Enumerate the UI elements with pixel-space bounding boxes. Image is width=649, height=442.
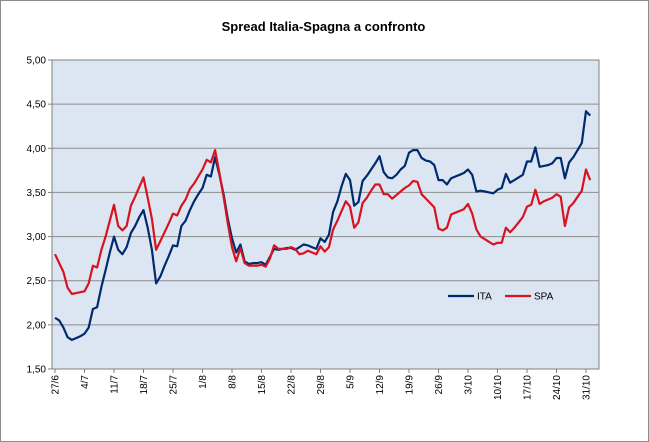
y-tick-label: 5,00	[27, 56, 47, 67]
y-tick-label: 2,00	[27, 320, 47, 331]
x-tick-label: 17/10	[523, 375, 534, 400]
y-tick-label: 4,00	[27, 144, 47, 155]
x-tick-label: 1/8	[198, 375, 209, 389]
chart-title: Spread Italia-Spagna a confronto	[221, 19, 426, 34]
series-line-spa	[54, 149, 592, 296]
x-tick-label: 4/7	[80, 375, 91, 389]
x-tick-label: 18/7	[139, 375, 150, 395]
x-tick-label: 27/6	[51, 375, 62, 395]
x-tick-label: 12/9	[375, 375, 386, 395]
y-tick-label: 3,00	[27, 232, 47, 243]
x-tick-label: 24/10	[552, 375, 563, 400]
x-tick-label: 31/10	[582, 375, 593, 400]
x-tick-label: 10/10	[493, 375, 504, 400]
legend-label-spa: SPA	[534, 292, 554, 303]
x-tick-label: 25/7	[169, 375, 180, 395]
x-tick-label: 15/8	[257, 375, 268, 395]
series-line-ita	[54, 110, 591, 341]
y-tick-label: 3,50	[27, 188, 47, 199]
x-tick-label: 11/7	[110, 375, 121, 394]
x-tick-label: 19/9	[405, 375, 416, 395]
x-tick-label: 26/9	[434, 375, 445, 395]
x-tick-label: 3/10	[464, 375, 475, 395]
x-tick-label: 22/8	[287, 375, 298, 395]
legend-label-ita: ITA	[477, 292, 492, 303]
x-tick-label: 29/8	[316, 375, 327, 395]
plot-area	[51, 59, 600, 370]
x-tick-label: 8/8	[228, 375, 239, 389]
x-tick-label: 5/9	[346, 375, 357, 389]
y-tick-label: 4,50	[27, 100, 47, 111]
y-tick-label: 2,50	[27, 276, 47, 287]
y-tick-label: 1,50	[27, 365, 47, 376]
